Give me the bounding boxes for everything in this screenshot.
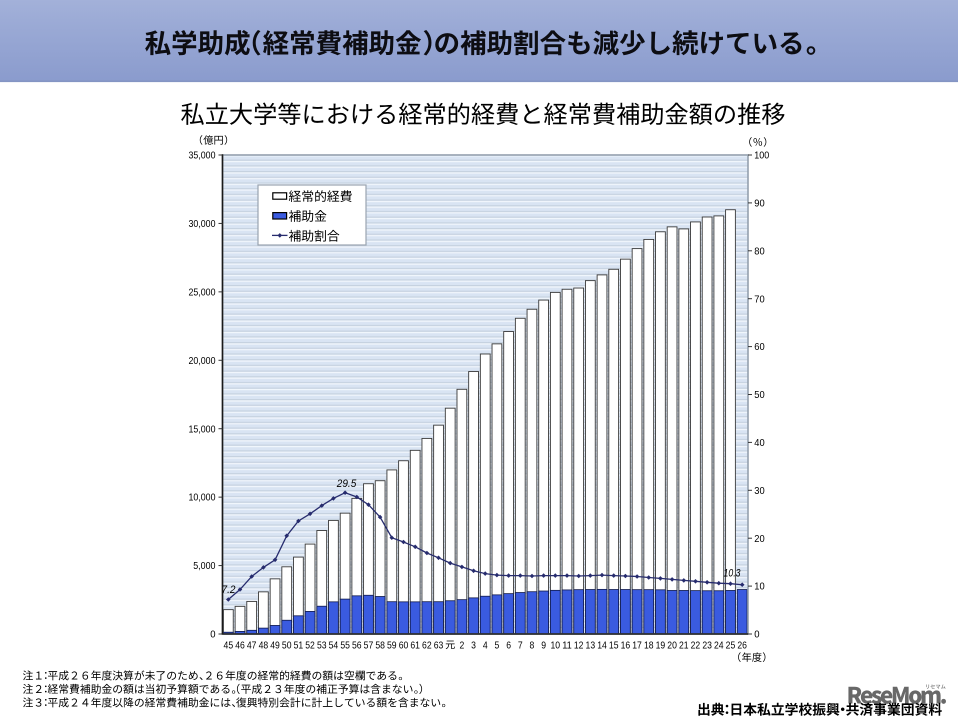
svg-text:58: 58 xyxy=(375,640,385,651)
svg-text:54: 54 xyxy=(329,640,339,651)
svg-text:13: 13 xyxy=(586,640,596,651)
svg-text:10: 10 xyxy=(754,582,765,593)
svg-text:2: 2 xyxy=(459,640,464,651)
svg-text:21: 21 xyxy=(679,640,689,651)
svg-text:100: 100 xyxy=(754,151,769,162)
svg-text:5: 5 xyxy=(495,640,500,651)
svg-text:9: 9 xyxy=(541,640,546,651)
svg-text:8: 8 xyxy=(530,640,535,651)
svg-text:24: 24 xyxy=(714,640,724,651)
svg-text:55: 55 xyxy=(340,640,350,651)
svg-text:20,000: 20,000 xyxy=(189,356,216,367)
svg-text:0: 0 xyxy=(754,630,760,641)
svg-text:11: 11 xyxy=(562,640,572,651)
svg-text:56: 56 xyxy=(352,640,362,651)
svg-text:10.3: 10.3 xyxy=(724,568,742,580)
svg-text:26: 26 xyxy=(737,640,747,651)
svg-text:80: 80 xyxy=(754,246,765,257)
svg-text:50: 50 xyxy=(282,640,292,651)
svg-text:61: 61 xyxy=(410,640,420,651)
svg-text:50: 50 xyxy=(754,390,765,401)
svg-text:3: 3 xyxy=(471,640,476,651)
svg-text:15: 15 xyxy=(609,640,619,651)
svg-text:48: 48 xyxy=(259,640,269,651)
svg-text:45: 45 xyxy=(224,640,234,651)
svg-text:7.2: 7.2 xyxy=(222,584,236,596)
svg-text:20: 20 xyxy=(667,640,677,651)
svg-text:35,000: 35,000 xyxy=(189,151,216,162)
svg-text:25,000: 25,000 xyxy=(189,288,216,299)
svg-text:18: 18 xyxy=(644,640,654,651)
svg-text:30,000: 30,000 xyxy=(189,219,216,230)
svg-text:51: 51 xyxy=(294,640,304,651)
svg-text:5,000: 5,000 xyxy=(193,561,216,572)
svg-text:14: 14 xyxy=(597,640,607,651)
svg-text:49: 49 xyxy=(270,640,280,651)
svg-text:30: 30 xyxy=(754,486,765,497)
svg-text:7: 7 xyxy=(518,640,523,651)
svg-text:90: 90 xyxy=(754,199,765,210)
svg-text:17: 17 xyxy=(632,640,642,651)
svg-text:19: 19 xyxy=(656,640,666,651)
svg-text:29.5: 29.5 xyxy=(336,478,357,490)
svg-text:63: 63 xyxy=(434,640,444,651)
svg-text:10,000: 10,000 xyxy=(189,493,216,504)
svg-text:15,000: 15,000 xyxy=(189,424,216,435)
svg-text:62: 62 xyxy=(422,640,432,651)
svg-text:4: 4 xyxy=(483,640,488,651)
svg-text:60: 60 xyxy=(399,640,409,651)
svg-text:10: 10 xyxy=(551,640,561,651)
svg-text:6: 6 xyxy=(506,640,511,651)
svg-text:40: 40 xyxy=(754,438,765,449)
svg-text:0: 0 xyxy=(210,630,216,641)
svg-text:23: 23 xyxy=(702,640,712,651)
svg-text:22: 22 xyxy=(691,640,701,651)
svg-text:12: 12 xyxy=(574,640,584,651)
svg-text:16: 16 xyxy=(621,640,631,651)
svg-text:59: 59 xyxy=(387,640,397,651)
svg-text:20: 20 xyxy=(754,534,765,545)
svg-text:47: 47 xyxy=(247,640,257,651)
svg-text:53: 53 xyxy=(317,640,327,651)
svg-text:60: 60 xyxy=(754,342,765,353)
svg-text:52: 52 xyxy=(305,640,315,651)
svg-text:46: 46 xyxy=(235,640,245,651)
svg-text:70: 70 xyxy=(754,294,765,305)
svg-text:25: 25 xyxy=(726,640,736,651)
svg-text:57: 57 xyxy=(364,640,374,651)
